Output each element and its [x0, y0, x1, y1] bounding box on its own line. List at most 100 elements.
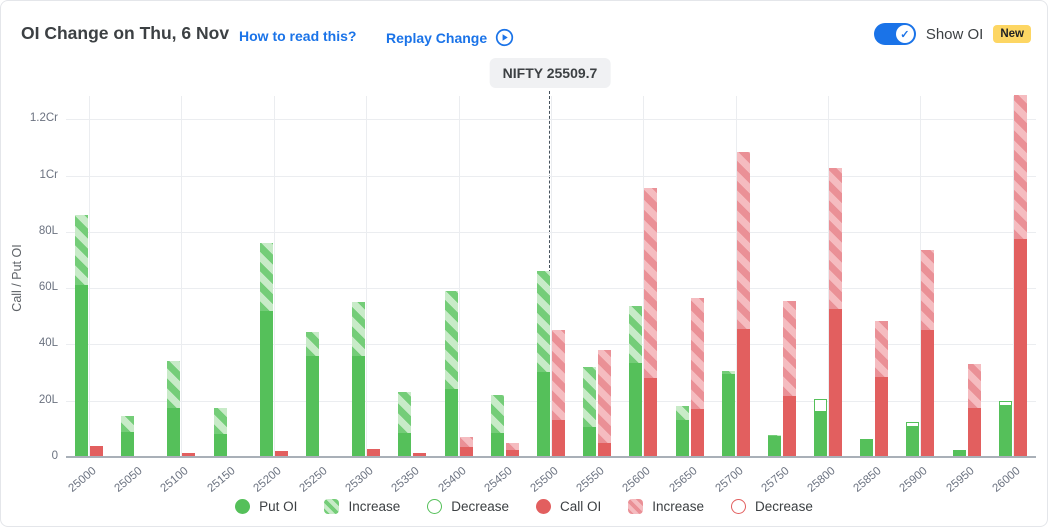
call-bar-25800[interactable] — [829, 168, 842, 457]
show-oi-toggle[interactable]: ✓ — [873, 23, 916, 45]
put-increase-segment — [444, 290, 458, 390]
gridline-v — [920, 96, 922, 457]
put-oi-segment — [259, 310, 273, 457]
legend-label: Increase — [348, 499, 401, 514]
put-bar-25500[interactable] — [536, 271, 550, 457]
outline-red-swatch-icon — [731, 499, 747, 514]
call-bar-25750[interactable] — [782, 300, 796, 457]
call-bar-25450[interactable] — [505, 442, 519, 457]
put-oi-segment — [305, 355, 319, 457]
call-bar-25900[interactable] — [921, 250, 935, 457]
put-oi-segment — [998, 404, 1012, 457]
put-oi-segment — [583, 427, 597, 457]
call-increase-segment — [829, 168, 842, 310]
put-bar-26000[interactable] — [998, 400, 1012, 457]
gridline-v — [643, 96, 645, 457]
page-title: OI Change on Thu, 6 Nov — [21, 23, 230, 43]
y-axis-title: Call / Put OI — [10, 244, 24, 312]
call-bar-25350[interactable] — [413, 452, 427, 457]
put-bar-25750[interactable] — [767, 434, 781, 457]
gridline-v — [1012, 96, 1014, 457]
call-bar-25700[interactable] — [736, 151, 750, 457]
call-bar-25650[interactable] — [690, 297, 704, 457]
put-oi-segment — [860, 438, 874, 457]
call-bar-25100[interactable] — [182, 452, 196, 457]
put-increase-segment — [767, 434, 781, 436]
y-tick-label: 1Cr — [39, 168, 58, 181]
chart-legend: Put OI Increase Decrease Call OI Increase Dec… — [1, 499, 1047, 514]
put-bar-25950[interactable] — [952, 450, 966, 457]
call-bar-25550[interactable] — [598, 350, 612, 457]
call-increase-segment — [690, 297, 704, 410]
put-bar-25600[interactable] — [629, 306, 643, 457]
call-bar-25300[interactable] — [367, 448, 381, 457]
y-tick-label: 40L — [38, 337, 58, 350]
put-bar-25850[interactable] — [860, 438, 874, 457]
put-increase-segment — [490, 395, 504, 434]
call-oi-segment — [690, 409, 704, 457]
put-increase-segment — [259, 243, 273, 311]
call-oi-segment — [182, 452, 196, 457]
put-bar-25000[interactable] — [75, 214, 88, 457]
call-oi-segment — [598, 442, 612, 457]
put-bar-25200[interactable] — [259, 243, 273, 457]
gridline-v — [366, 96, 368, 457]
put-bar-25050[interactable] — [121, 416, 135, 457]
call-bar-25600[interactable] — [644, 188, 658, 457]
put-increase-segment — [536, 271, 550, 373]
put-bar-25100[interactable] — [167, 361, 181, 457]
put-oi-segment — [444, 389, 458, 457]
play-icon[interactable] — [495, 28, 514, 47]
put-bar-25450[interactable] — [490, 395, 504, 457]
call-bar-26000[interactable] — [1013, 95, 1027, 457]
legend-item-red-increase[interactable]: Increase — [628, 499, 704, 514]
call-bar-25200[interactable] — [274, 451, 288, 457]
replay-change-label: Replay Change — [386, 29, 488, 46]
call-bar-25400[interactable] — [459, 437, 473, 457]
put-oi-segment — [398, 433, 412, 457]
put-decrease-segment — [906, 421, 920, 426]
y-tick-label: 20L — [38, 393, 58, 406]
put-bar-25650[interactable] — [675, 406, 689, 457]
put-bar-25400[interactable] — [444, 290, 458, 457]
outline-green-swatch-icon — [427, 499, 443, 514]
put-bar-25150[interactable] — [213, 407, 227, 457]
call-bar-25500[interactable] — [551, 330, 565, 457]
legend-item-green-put-oi[interactable]: Put OI — [235, 499, 297, 514]
gridline-v — [89, 96, 90, 457]
call-oi-segment — [736, 328, 750, 457]
call-oi-segment — [90, 445, 103, 457]
gridline-v — [550, 96, 552, 457]
legend-item-green-increase[interactable]: Increase — [324, 499, 400, 514]
how-to-read-link[interactable]: How to read this? — [239, 28, 357, 44]
put-oi-segment — [121, 431, 135, 457]
call-bar-25000[interactable] — [90, 445, 103, 457]
legend-item-green-decrease[interactable]: Decrease — [427, 499, 509, 514]
hatch-green-swatch-icon — [324, 499, 340, 514]
hatch-red-swatch-icon — [628, 499, 644, 514]
put-bar-25700[interactable] — [721, 371, 735, 457]
call-bar-25850[interactable] — [875, 320, 889, 457]
put-bar-25300[interactable] — [352, 302, 366, 457]
put-bar-25800[interactable] — [814, 399, 827, 457]
replay-change-link[interactable]: Replay Change — [386, 28, 514, 47]
put-oi-segment — [767, 435, 781, 457]
put-oi-segment — [814, 410, 827, 457]
put-bar-25250[interactable] — [305, 331, 319, 457]
legend-item-red-decrease[interactable]: Decrease — [731, 499, 813, 514]
put-increase-segment — [675, 406, 689, 421]
put-oi-segment — [213, 434, 227, 457]
nifty-spot-label: NIFTY 25509.7 — [489, 58, 611, 88]
call-increase-segment — [875, 320, 889, 377]
call-bar-25950[interactable] — [967, 364, 981, 457]
put-bar-25900[interactable] — [906, 421, 920, 457]
new-badge: New — [993, 25, 1031, 43]
call-increase-segment — [782, 300, 796, 397]
legend-item-red-call-oi[interactable]: Call OI — [536, 499, 601, 514]
y-tick-label: 1.2Cr — [29, 112, 58, 125]
put-bar-25350[interactable] — [398, 392, 412, 457]
put-bar-25550[interactable] — [583, 366, 597, 457]
call-oi-segment — [921, 330, 935, 457]
call-increase-segment — [736, 151, 750, 329]
